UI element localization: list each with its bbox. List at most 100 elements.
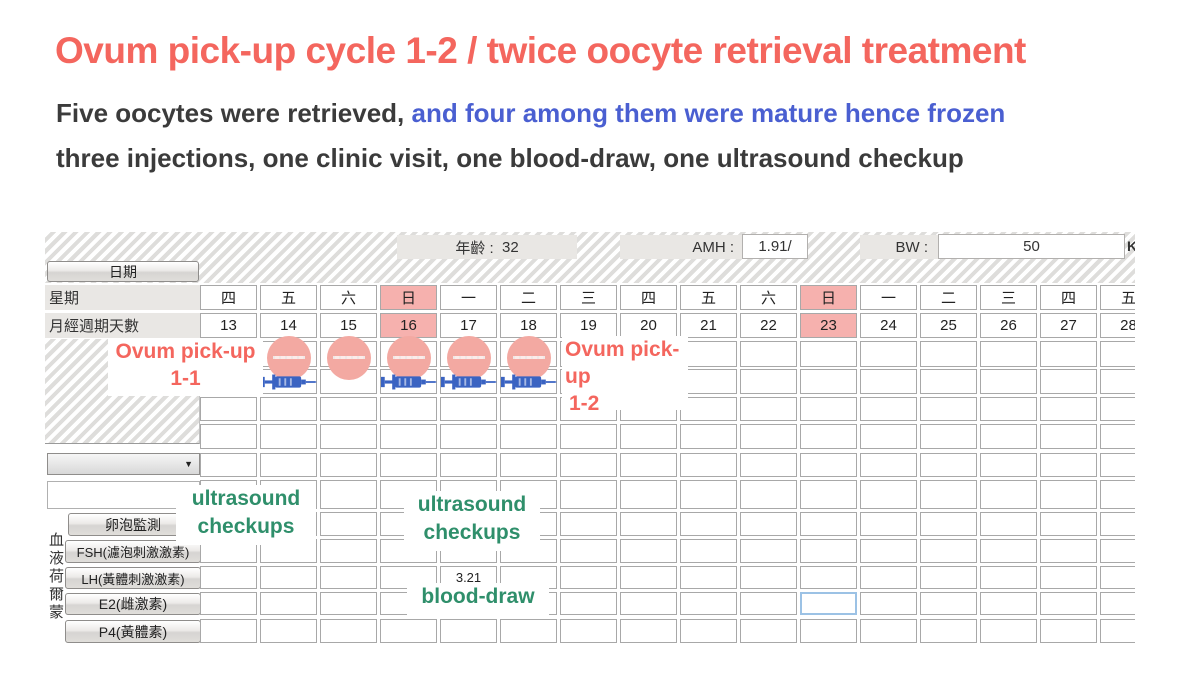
grid-cell[interactable] bbox=[440, 424, 497, 449]
cycle-day-cell[interactable]: 20 bbox=[620, 313, 677, 338]
grid-cell[interactable] bbox=[200, 566, 257, 589]
cycle-day-cell[interactable]: 15 bbox=[320, 313, 377, 338]
weekday-cell[interactable]: 四 bbox=[200, 285, 257, 310]
grid-cell[interactable] bbox=[680, 566, 737, 589]
grid-cell[interactable] bbox=[380, 453, 437, 477]
grid-cell[interactable] bbox=[740, 512, 797, 536]
grid-cell[interactable] bbox=[380, 619, 437, 643]
grid-cell[interactable] bbox=[680, 592, 737, 615]
grid-cell[interactable] bbox=[1100, 424, 1135, 449]
grid-cell[interactable] bbox=[680, 397, 737, 421]
grid-cell[interactable] bbox=[680, 539, 737, 563]
weekday-cell[interactable]: 四 bbox=[1040, 285, 1097, 310]
grid-cell[interactable] bbox=[560, 512, 617, 536]
grid-cell[interactable] bbox=[560, 566, 617, 589]
cycle-day-cell[interactable]: 26 bbox=[980, 313, 1037, 338]
grid-cell[interactable] bbox=[980, 619, 1037, 643]
grid-cell[interactable] bbox=[800, 369, 857, 394]
grid-cell[interactable] bbox=[680, 341, 737, 367]
date-button[interactable]: 日期 bbox=[47, 261, 199, 282]
grid-cell[interactable] bbox=[740, 480, 797, 509]
grid-cell[interactable] bbox=[800, 512, 857, 536]
grid-cell[interactable] bbox=[1100, 592, 1135, 615]
grid-cell[interactable] bbox=[260, 592, 317, 615]
grid-cell[interactable] bbox=[200, 424, 257, 449]
grid-cell[interactable] bbox=[860, 369, 917, 394]
weekday-cell[interactable]: 日 bbox=[380, 285, 437, 310]
grid-cell[interactable] bbox=[560, 480, 617, 509]
grid-cell[interactable] bbox=[1100, 539, 1135, 563]
grid-cell[interactable] bbox=[1040, 424, 1097, 449]
grid-cell[interactable] bbox=[800, 397, 857, 421]
amh-input[interactable]: 1.91/ bbox=[742, 234, 808, 259]
grid-cell[interactable] bbox=[980, 539, 1037, 563]
grid-cell[interactable] bbox=[1040, 619, 1097, 643]
grid-cell[interactable] bbox=[920, 397, 977, 421]
grid-cell[interactable] bbox=[620, 619, 677, 643]
cycle-day-cell[interactable]: 27 bbox=[1040, 313, 1097, 338]
grid-cell[interactable] bbox=[260, 566, 317, 589]
grid-cell[interactable] bbox=[680, 369, 737, 394]
weekday-cell[interactable]: 五 bbox=[1100, 285, 1135, 310]
cycle-day-cell[interactable]: 17 bbox=[440, 313, 497, 338]
grid-cell[interactable] bbox=[620, 424, 677, 449]
grid-cell[interactable] bbox=[980, 480, 1037, 509]
follicle-monitor-button[interactable]: 卵泡監測 bbox=[68, 513, 198, 536]
weekday-cell[interactable]: 三 bbox=[980, 285, 1037, 310]
weekday-cell[interactable]: 五 bbox=[680, 285, 737, 310]
weekday-cell[interactable]: 四 bbox=[620, 285, 677, 310]
grid-cell[interactable] bbox=[980, 341, 1037, 367]
weekday-cell[interactable]: 日 bbox=[800, 285, 857, 310]
grid-cell[interactable] bbox=[740, 424, 797, 449]
grid-cell[interactable] bbox=[680, 480, 737, 509]
grid-cell[interactable] bbox=[560, 539, 617, 563]
grid-cell[interactable] bbox=[560, 453, 617, 477]
grid-cell[interactable] bbox=[620, 539, 677, 563]
lh-button[interactable]: LH(黃體刺激激素) bbox=[65, 567, 201, 589]
grid-cell[interactable] bbox=[200, 619, 257, 643]
grid-cell[interactable] bbox=[380, 424, 437, 449]
grid-cell[interactable] bbox=[860, 341, 917, 367]
grid-cell[interactable] bbox=[1100, 480, 1135, 509]
grid-cell[interactable] bbox=[980, 397, 1037, 421]
grid-cell[interactable] bbox=[320, 424, 377, 449]
weekday-cell[interactable]: 三 bbox=[560, 285, 617, 310]
grid-cell[interactable] bbox=[1100, 566, 1135, 589]
cycle-day-cell[interactable]: 25 bbox=[920, 313, 977, 338]
grid-cell[interactable] bbox=[440, 397, 497, 421]
grid-cell[interactable] bbox=[320, 566, 377, 589]
grid-cell[interactable] bbox=[920, 512, 977, 536]
grid-cell[interactable] bbox=[500, 424, 557, 449]
grid-cell[interactable] bbox=[680, 453, 737, 477]
grid-cell[interactable] bbox=[800, 424, 857, 449]
grid-cell[interactable] bbox=[320, 480, 377, 509]
weekday-cell[interactable]: 五 bbox=[260, 285, 317, 310]
grid-cell[interactable] bbox=[1100, 397, 1135, 421]
grid-cell[interactable] bbox=[680, 424, 737, 449]
grid-cell[interactable] bbox=[920, 341, 977, 367]
grid-cell[interactable] bbox=[260, 424, 317, 449]
grid-cell[interactable] bbox=[320, 539, 377, 563]
cycle-day-cell[interactable]: 28 bbox=[1100, 313, 1135, 338]
grid-cell[interactable] bbox=[620, 512, 677, 536]
grid-cell[interactable] bbox=[200, 453, 257, 477]
grid-cell[interactable] bbox=[1040, 453, 1097, 477]
grid-cell[interactable] bbox=[860, 453, 917, 477]
weekday-cell[interactable]: 一 bbox=[440, 285, 497, 310]
grid-cell[interactable] bbox=[800, 539, 857, 563]
grid-cell[interactable] bbox=[860, 397, 917, 421]
selected-cell[interactable] bbox=[800, 592, 857, 615]
cycle-day-cell[interactable]: 18 bbox=[500, 313, 557, 338]
grid-cell[interactable] bbox=[800, 619, 857, 643]
grid-cell[interactable] bbox=[1040, 592, 1097, 615]
weekday-cell[interactable]: 一 bbox=[860, 285, 917, 310]
grid-cell[interactable] bbox=[260, 453, 317, 477]
grid-cell[interactable] bbox=[200, 397, 257, 421]
weekday-cell[interactable]: 二 bbox=[920, 285, 977, 310]
grid-cell[interactable] bbox=[1100, 512, 1135, 536]
grid-cell[interactable] bbox=[200, 592, 257, 615]
bw-input[interactable]: 50 bbox=[938, 234, 1125, 259]
grid-cell[interactable] bbox=[980, 592, 1037, 615]
grid-cell[interactable] bbox=[740, 619, 797, 643]
grid-cell[interactable] bbox=[680, 512, 737, 536]
